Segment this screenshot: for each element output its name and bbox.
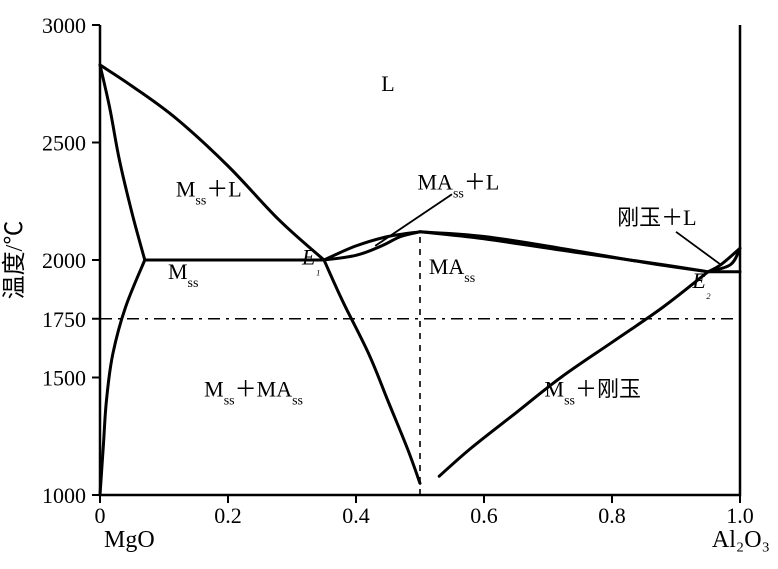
x-left-label: MgO	[104, 527, 155, 553]
x-tick-label: 0.8	[598, 503, 626, 528]
x-tick-label: 0.2	[214, 503, 242, 528]
phase-diagram-container: 1000 1500 1750 2000 2500 3000 0 0.2 0.4 0.6 0.8 1.0…	[0, 0, 778, 569]
y-tick-label: 1000	[42, 483, 86, 508]
leader_MAL	[375, 194, 452, 246]
region-MAss: MAss	[429, 254, 475, 286]
x-right-label: Al₂O₃	[712, 527, 770, 553]
x-tick-label: 0	[95, 503, 106, 528]
x-tick-label: 1.0	[726, 503, 754, 528]
region-Mss: Mss	[168, 259, 198, 291]
phase-diagram-svg: 1000 1500 1750 2000 2500 3000 0 0.2 0.4 0.6 0.8 1.0…	[0, 0, 778, 569]
y-tick-label: 3000	[42, 13, 86, 38]
region-Mss_MAss: Mss＋MAss	[204, 376, 303, 408]
y-tick-label: 2500	[42, 131, 86, 156]
curve-liquidus_left	[100, 65, 324, 260]
region-L: L	[381, 71, 394, 96]
region-Mss_cor: Mss＋刚玉	[545, 376, 641, 408]
curve-solvus_MA_R	[439, 272, 708, 476]
y-tick-label: 2000	[42, 248, 86, 273]
curve-solvus_MgO	[100, 260, 145, 495]
region-cor_L: 刚玉＋L	[617, 205, 696, 230]
region-MAss_L: MAss＋L	[417, 170, 499, 202]
y-tick-label: 1500	[42, 366, 86, 391]
x-tick-label: 0.4	[342, 503, 370, 528]
curve-solvus_MA_L	[324, 260, 420, 483]
point-E1: E₁	[301, 245, 320, 277]
y-tick-label: 1750	[42, 307, 86, 332]
y-axis-label: 温度/℃	[1, 221, 28, 300]
curve-solidus_MgO	[100, 65, 145, 260]
curve-spinel_sol_L	[324, 232, 420, 260]
x-tick-label: 0.6	[470, 503, 498, 528]
leader_cor	[676, 232, 721, 265]
region-Mss_L: Mss＋L	[176, 177, 242, 209]
